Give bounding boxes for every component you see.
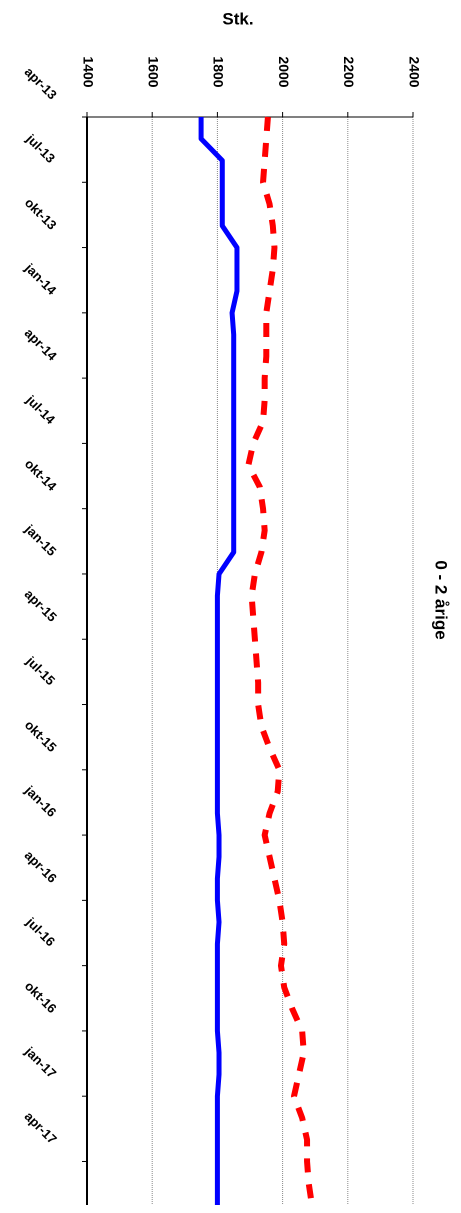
x-tick-label: jul-16 xyxy=(23,914,58,949)
y-tick-label: 2200 xyxy=(341,56,357,87)
axis-title: Stk. xyxy=(222,9,253,28)
x-tick-label: jul-13 xyxy=(23,131,58,166)
y-tick-label: 1800 xyxy=(211,56,227,87)
y-tick-label: 2000 xyxy=(276,56,292,87)
x-tick-label: okt-13 xyxy=(22,195,60,233)
y-tick-label: 1400 xyxy=(80,56,96,87)
x-tick-label: apr-16 xyxy=(22,848,60,886)
x-tick-label: jul-15 xyxy=(23,653,58,688)
y-tick-label: 2400 xyxy=(406,56,422,87)
x-tick-label: apr-14 xyxy=(22,325,61,364)
x-tick-label: apr-13 xyxy=(22,64,60,102)
x-tick-label: okt-14 xyxy=(22,456,60,494)
line xyxy=(198,117,240,1205)
x-tick-label: jan-16 xyxy=(21,782,59,820)
y-tick-label: 1600 xyxy=(145,56,161,87)
x-tick-label: okt-16 xyxy=(22,978,60,1016)
x-tick-label: apr-15 xyxy=(22,586,60,624)
chart-title: 0 - 2 årige xyxy=(432,560,451,639)
x-tick-label: jan-14 xyxy=(21,260,59,298)
x-tick-label: jul-14 xyxy=(23,392,59,428)
x-tick-label: okt-15 xyxy=(22,717,60,755)
line xyxy=(245,116,315,1206)
x-tick-label: jan-15 xyxy=(21,521,59,559)
x-tick-label: jan-17 xyxy=(21,1043,59,1081)
x-tick-label: apr-17 xyxy=(22,1109,60,1147)
